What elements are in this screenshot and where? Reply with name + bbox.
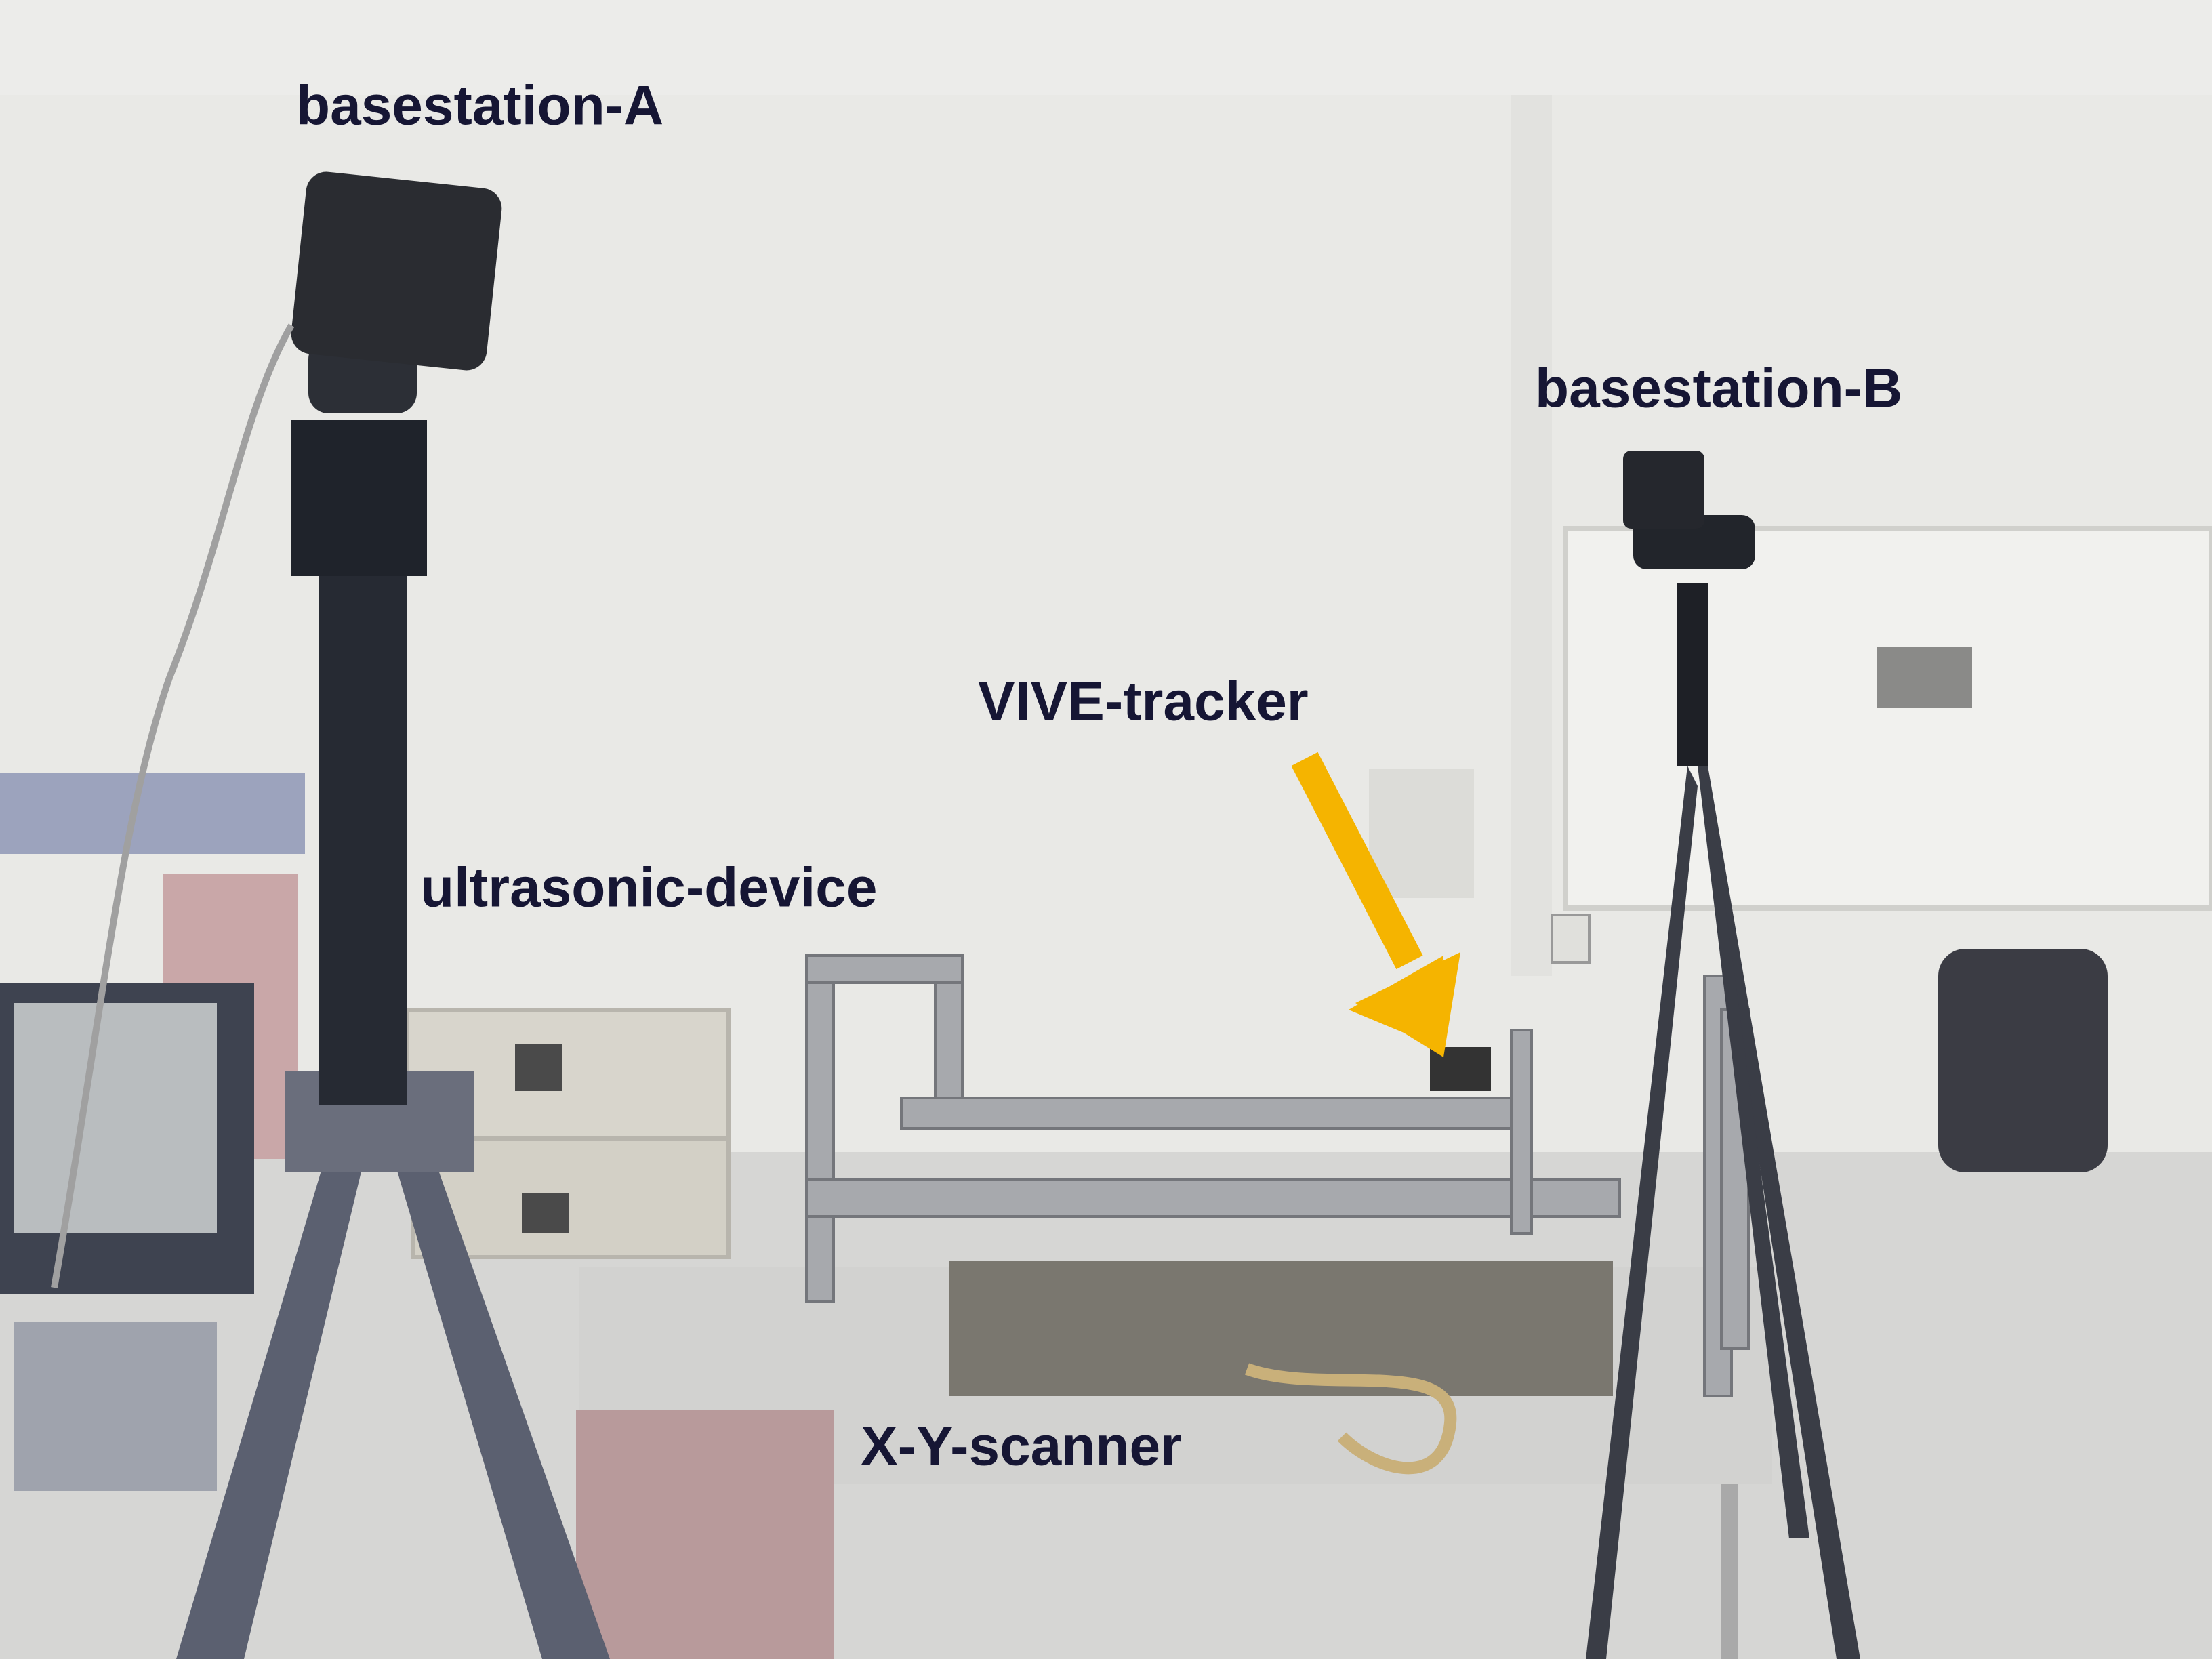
clock (1877, 647, 1972, 708)
frame-post (805, 975, 835, 1303)
label: ultrasonic-device (420, 857, 877, 919)
ceiling (0, 0, 2212, 95)
basestation (291, 171, 502, 371)
scanner (805, 954, 1750, 1397)
tripod-leg (176, 1111, 366, 1659)
arrow (1291, 752, 1460, 1057)
label: basestation-B (1535, 358, 1902, 419)
basestation (1623, 451, 1704, 529)
table-leg (1721, 1484, 1738, 1659)
monitor-screen (14, 1003, 217, 1233)
poster (1369, 769, 1474, 898)
mount (291, 420, 427, 576)
pole (319, 569, 407, 1105)
tripod-leg (1586, 766, 1698, 1659)
whiteboard (1563, 526, 2212, 911)
tripod-b (1586, 451, 1860, 1659)
arrow-head (1355, 952, 1460, 1057)
camera-box (1551, 914, 1591, 964)
tripod-leg (1698, 766, 1809, 1538)
carriage (1510, 1029, 1533, 1235)
pillar (1511, 95, 1552, 976)
office-chair (1938, 949, 2108, 1172)
connector (515, 1044, 562, 1091)
rail (805, 1178, 1621, 1218)
label: basestation-A (296, 75, 663, 137)
cable (51, 323, 295, 1288)
arrow-shaft (1291, 752, 1423, 970)
rail (900, 1097, 1533, 1130)
label: X-Y-scanner (861, 1416, 1182, 1477)
tripod-leg (380, 1111, 610, 1659)
frame-beam (805, 954, 964, 984)
hose (1244, 1363, 1457, 1475)
laptop (14, 1322, 217, 1491)
connector (522, 1193, 569, 1233)
bins (0, 773, 305, 854)
pole (1677, 583, 1708, 766)
tripod-leg (1698, 766, 1860, 1659)
tripod-a (51, 171, 610, 1659)
label: VIVE-tracker (978, 671, 1309, 733)
cabinet (576, 1410, 834, 1659)
